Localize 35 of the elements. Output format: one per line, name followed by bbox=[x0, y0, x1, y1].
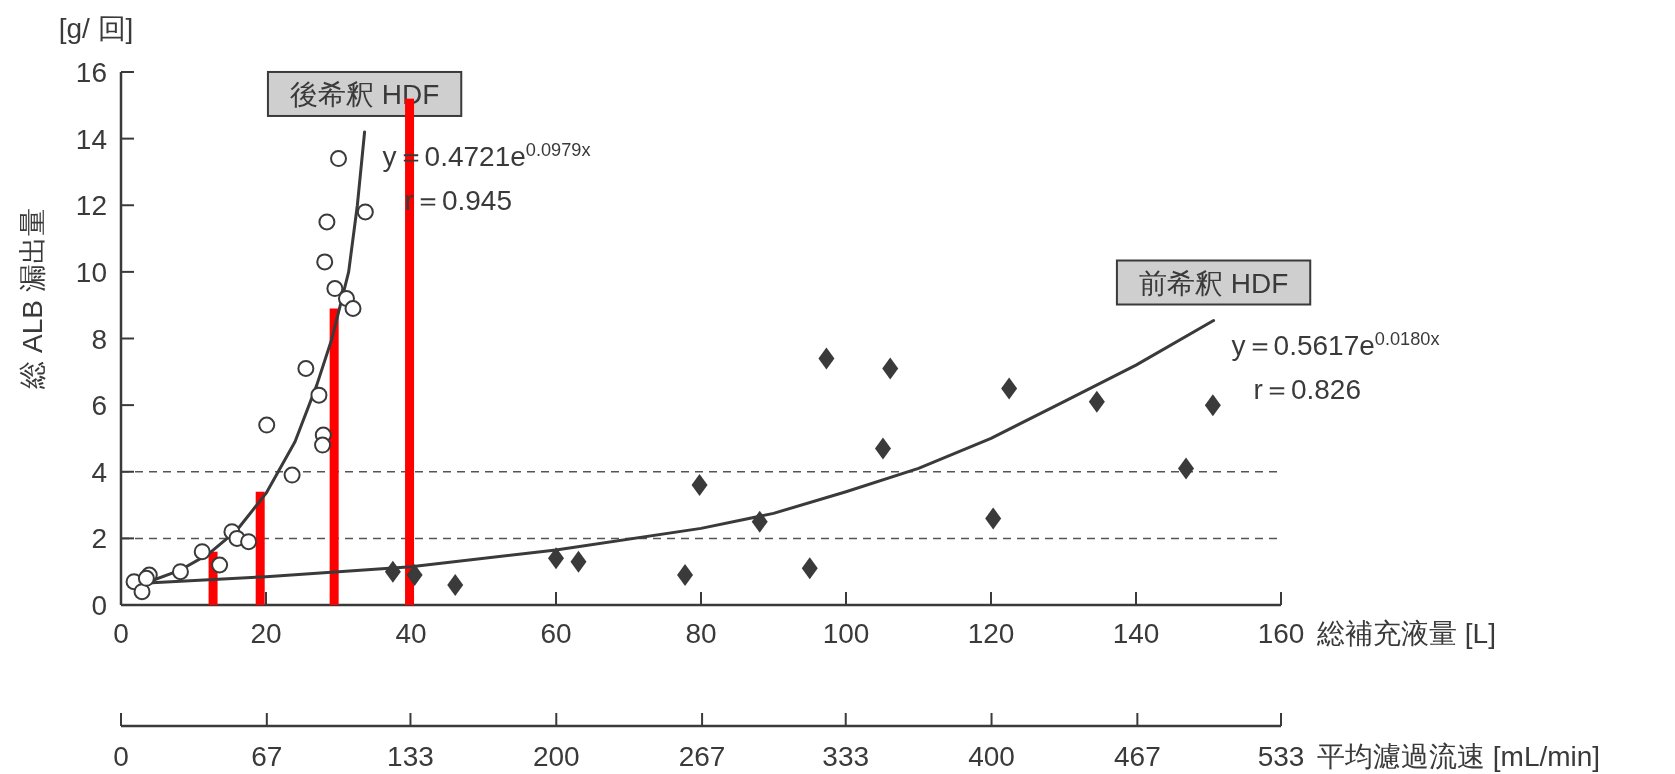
x2-tick-label: 200 bbox=[532, 741, 580, 772]
annotation: r＝0.945 bbox=[404, 184, 513, 216]
y-tick-label: 12 bbox=[75, 190, 107, 222]
text: [g/ 回] bbox=[58, 13, 134, 44]
series-label: 前希釈 HDF bbox=[1138, 267, 1289, 299]
x-tick-label: 100 bbox=[822, 618, 870, 649]
x2-tick-label: 333 bbox=[822, 741, 870, 772]
y-tick-label: 6 bbox=[91, 390, 107, 422]
x-tick-label: 0 bbox=[113, 618, 129, 649]
x2-tick-label: 267 bbox=[678, 741, 726, 772]
x-tick-label: 20 bbox=[250, 618, 282, 649]
x-tick-label: 160 bbox=[1257, 618, 1305, 649]
x-tick-label: 60 bbox=[540, 618, 572, 649]
y-tick-label: 14 bbox=[75, 123, 107, 155]
x2-tick-label: 400 bbox=[968, 741, 1015, 772]
y-tick-label: 10 bbox=[75, 256, 107, 288]
x2-tick-label: 533 bbox=[1257, 741, 1305, 772]
x-tick-label: 80 bbox=[685, 618, 717, 649]
x-tick-label: 40 bbox=[395, 618, 427, 649]
y-tick-label: 2 bbox=[91, 523, 107, 555]
y-tick-label: 0 bbox=[91, 590, 107, 621]
y-tick-label: 4 bbox=[91, 456, 107, 488]
x2-axis-title: 平均濾過流速 [mL/min] bbox=[1317, 741, 1601, 772]
x-axis-title: 総補充液量 [L] bbox=[1316, 618, 1496, 649]
annotation: r＝0.826 bbox=[1253, 373, 1361, 405]
x-tick-label: 140 bbox=[1112, 618, 1160, 649]
y-axis-title: 総 ALB 漏出量 bbox=[17, 208, 48, 390]
x2-tick-label: 133 bbox=[387, 741, 434, 772]
x2-tick-label: 0 bbox=[113, 741, 129, 772]
x2-tick-label: 67 bbox=[251, 741, 283, 772]
y-tick-label: 16 bbox=[75, 57, 107, 88]
x2-tick-label: 467 bbox=[1114, 741, 1161, 772]
annotation: y＝0.5617e$^{0.0180x}$ bbox=[1231, 328, 1440, 361]
y-tick-label: 8 bbox=[91, 323, 107, 355]
x-tick-label: 120 bbox=[967, 618, 1015, 649]
